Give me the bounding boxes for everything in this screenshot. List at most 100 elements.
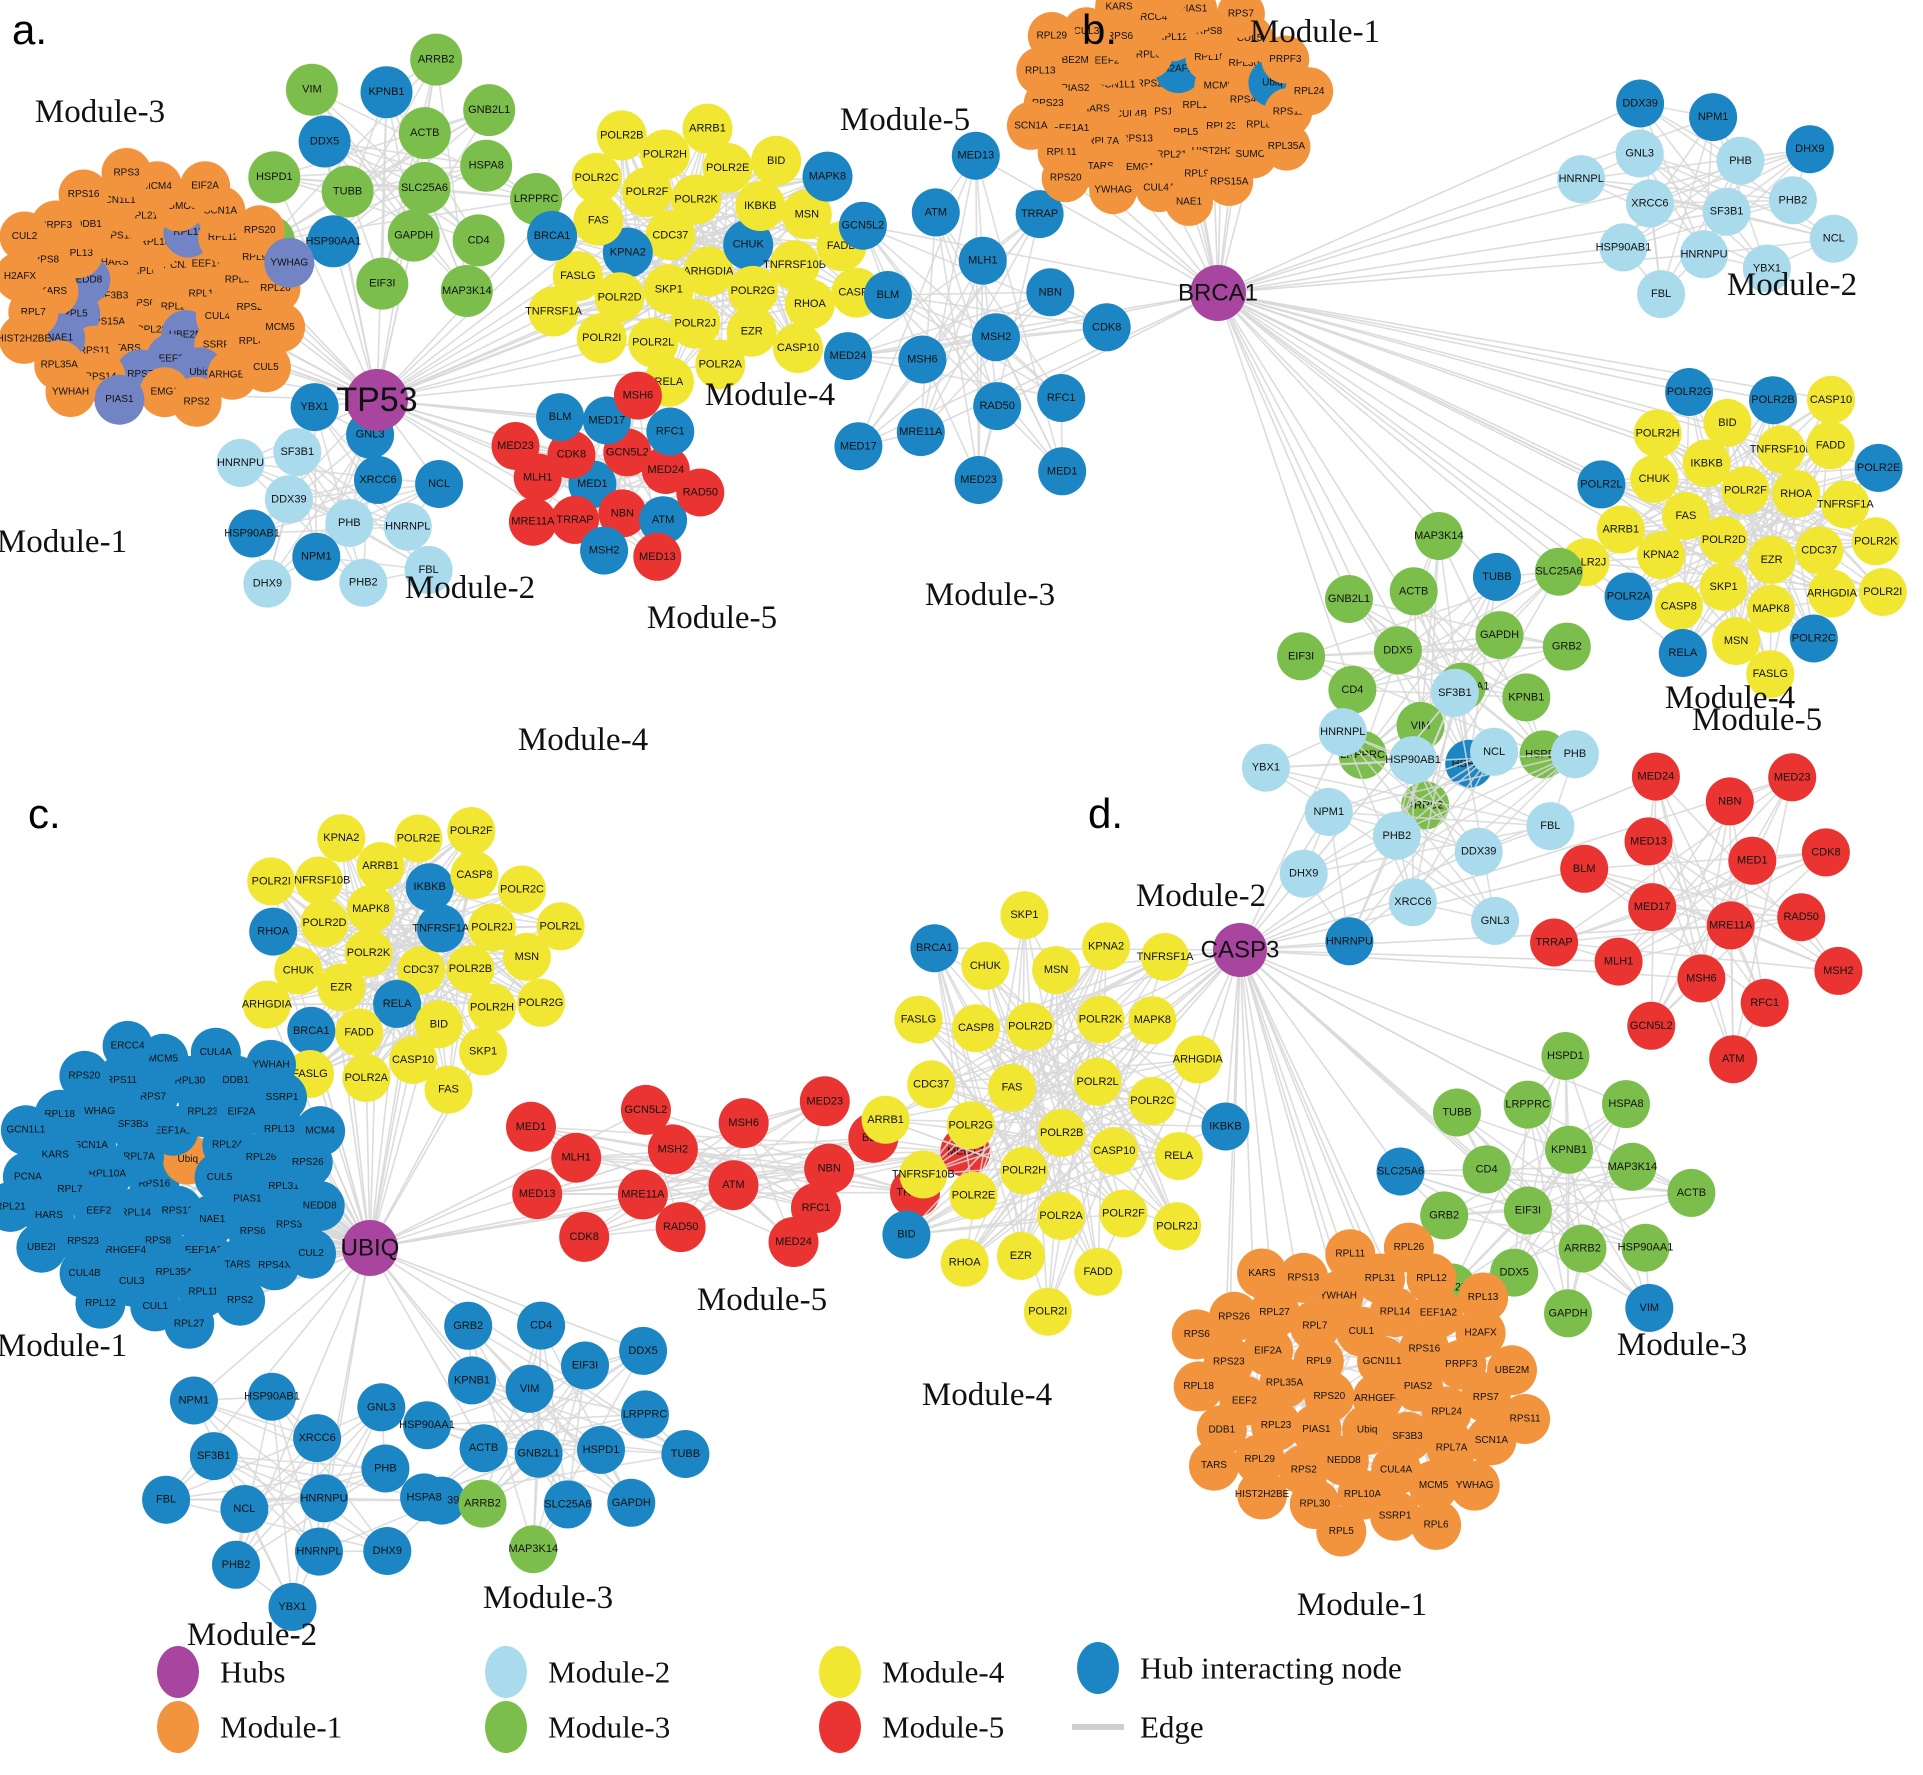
node-circle[interactable]	[1000, 1146, 1049, 1195]
node-polr2e[interactable]: POLR2E	[1854, 443, 1903, 492]
node-polr2g[interactable]: POLR2G	[517, 978, 565, 1027]
node-npm1[interactable]: NPM1	[1689, 93, 1738, 142]
node-circle[interactable]	[444, 1301, 493, 1350]
node-circle[interactable]	[189, 1432, 238, 1481]
node-circle[interactable]	[1854, 443, 1903, 492]
node-ercc4[interactable]: ERCC4	[102, 1020, 153, 1071]
node-circle[interactable]	[1677, 954, 1726, 1003]
node-circle[interactable]	[216, 438, 265, 487]
node-polr2i[interactable]: POLR2I	[1858, 568, 1907, 616]
node-casp10[interactable]: CASP10	[1090, 1127, 1139, 1175]
node-circle[interactable]	[383, 502, 432, 551]
node-circle[interactable]	[1411, 1499, 1462, 1550]
node-circle[interactable]	[415, 460, 464, 508]
node-circle[interactable]	[594, 272, 645, 323]
node-circle[interactable]	[295, 1106, 346, 1157]
node-rela[interactable]: RELA	[1658, 629, 1707, 677]
node-circle[interactable]	[958, 236, 1007, 285]
node-sf3b1[interactable]: SF3B1	[273, 428, 322, 477]
node-circle[interactable]	[356, 257, 409, 310]
node-circle[interactable]	[1502, 673, 1551, 722]
node-circle[interactable]	[1015, 190, 1064, 239]
node-rhoa[interactable]: RHOA	[1772, 469, 1821, 518]
node-cdc37[interactable]: CDC37	[1795, 526, 1844, 575]
node-grb2[interactable]: GRB2	[1542, 622, 1591, 671]
node-ncl[interactable]: NCL	[1470, 727, 1519, 776]
node-arrb1[interactable]: ARRB1	[682, 103, 733, 154]
node-circle[interactable]	[1667, 1168, 1716, 1217]
node-msn[interactable]: MSN	[1032, 946, 1081, 995]
node-circle[interactable]	[142, 1475, 191, 1524]
node-ncl[interactable]: NCL	[220, 1485, 269, 1533]
node-circle[interactable]	[1789, 614, 1838, 663]
node-phb2[interactable]: PHB2	[1372, 811, 1421, 860]
hub-circle[interactable]	[342, 1220, 398, 1276]
node-circle[interactable]	[536, 393, 585, 442]
node-tubb[interactable]: TUBB	[1433, 1088, 1481, 1137]
node-circle[interactable]	[460, 139, 513, 192]
node-circle[interactable]	[561, 1341, 609, 1390]
node-circle[interactable]	[414, 1000, 463, 1049]
node-circle[interactable]	[1209, 1291, 1260, 1342]
node-circle[interactable]	[344, 929, 393, 978]
node-circle[interactable]	[1171, 1309, 1222, 1360]
node-circle[interactable]	[339, 558, 388, 607]
node-circle[interactable]	[661, 1430, 710, 1478]
node-ikbkb[interactable]: IKBKB	[1201, 1102, 1250, 1151]
node-circle[interactable]	[1388, 878, 1437, 927]
node-rps16[interactable]: RPS16	[58, 169, 109, 220]
node-polr2k[interactable]: POLR2K	[1076, 995, 1125, 1044]
node-circle[interactable]	[1237, 1469, 1288, 1520]
node-actb[interactable]: ACTB	[1389, 567, 1438, 616]
node-circle[interactable]	[1628, 883, 1677, 932]
node-cul2[interactable]: CUL2	[286, 1228, 336, 1279]
node-circle[interactable]	[1544, 1289, 1592, 1338]
node-hspa8[interactable]: HSPA8	[1602, 1080, 1650, 1129]
node-sf3b1[interactable]: SF3B1	[1430, 668, 1479, 717]
node-mre11a[interactable]: MRE11A	[508, 497, 557, 546]
node-lrpprc[interactable]: LRPPRC	[1503, 1080, 1552, 1129]
node-gcn5l2[interactable]: GCN5L2	[620, 1084, 671, 1135]
node-circle[interactable]	[1631, 752, 1680, 801]
node-ybx1[interactable]: YBX1	[290, 383, 339, 432]
node-rpl5[interactable]: RPL5	[1316, 1506, 1367, 1557]
node-circle[interactable]	[1027, 12, 1076, 60]
node-circle[interactable]	[517, 978, 565, 1027]
node-circle[interactable]	[448, 1356, 496, 1405]
node-casp8[interactable]: CASP8	[1654, 582, 1703, 631]
node-circle[interactable]	[459, 1424, 508, 1473]
node-msh6[interactable]: MSH6	[613, 371, 662, 420]
node-circle[interactable]	[683, 246, 734, 297]
node-eif3i[interactable]: EIF3I	[561, 1341, 609, 1390]
node-tubb[interactable]: TUBB	[661, 1430, 710, 1478]
node-circle[interactable]	[398, 107, 451, 160]
node-ddx39[interactable]: DDX39	[1454, 827, 1503, 876]
node-circle[interactable]	[1858, 568, 1907, 616]
node-circle[interactable]	[1165, 177, 1213, 226]
node-med13[interactable]: MED13	[951, 131, 1000, 180]
node-circle[interactable]	[0, 211, 50, 262]
node-kpnb1[interactable]: KPNB1	[448, 1356, 496, 1405]
node-gnb2l1[interactable]: GNB2L1	[1325, 575, 1373, 623]
node-hsp90aa1[interactable]: HSP90AA1	[1618, 1223, 1674, 1272]
node-circle[interactable]	[954, 456, 1003, 504]
node-circle[interactable]	[620, 1084, 671, 1135]
node-circle[interactable]	[248, 1372, 296, 1421]
node-polr2c[interactable]: POLR2C	[1128, 1076, 1177, 1125]
node-circle[interactable]	[949, 1171, 998, 1220]
node-circle[interactable]	[1594, 937, 1643, 986]
node-circle[interactable]	[1637, 531, 1686, 580]
node-brca1[interactable]: BRCA1	[527, 210, 578, 261]
node-circle[interactable]	[1851, 517, 1900, 566]
node-polr2a[interactable]: POLR2A	[1037, 1192, 1086, 1240]
node-circle[interactable]	[896, 408, 945, 457]
node-circle[interactable]	[1526, 802, 1575, 851]
node-kpna2[interactable]: KPNA2	[317, 814, 366, 863]
node-circle[interactable]	[45, 367, 96, 417]
node-circle[interactable]	[0, 1181, 36, 1232]
node-cd4[interactable]: CD4	[1462, 1145, 1511, 1194]
node-fas[interactable]: FAS	[424, 1065, 473, 1114]
node-circle[interactable]	[452, 214, 505, 267]
node-mapk8[interactable]: MAPK8	[802, 151, 853, 202]
node-kars[interactable]: KARS	[1237, 1248, 1287, 1299]
